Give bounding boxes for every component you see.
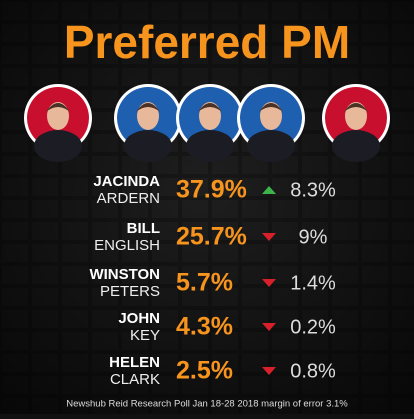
share: 4.3% <box>176 313 233 341</box>
first-name: BILL <box>127 220 160 237</box>
first-name: HELEN <box>109 354 160 371</box>
share: 37.9% <box>176 176 247 204</box>
last-name: ENGLISH <box>94 237 160 254</box>
photo <box>322 84 390 162</box>
share: 5.7% <box>176 269 233 297</box>
first-name: JACINDA <box>93 173 160 190</box>
photo <box>24 84 92 162</box>
last-name: ARDERN <box>97 190 160 207</box>
share: 25.7% <box>176 223 247 251</box>
photo <box>114 84 182 162</box>
photo-body <box>332 130 380 162</box>
change-arrow <box>262 323 276 331</box>
first-name: JOHN <box>118 310 160 327</box>
first-name: WINSTON <box>89 266 160 283</box>
photo-body <box>247 130 295 162</box>
last-name: KEY <box>130 327 160 344</box>
change: 1.4% <box>290 272 336 294</box>
photo <box>237 84 305 162</box>
photo-hair <box>198 103 222 112</box>
photo-hair <box>136 103 160 112</box>
photo-hair <box>259 103 283 112</box>
photo <box>176 84 244 162</box>
photo-body <box>34 130 82 162</box>
change: 0.8% <box>290 360 336 382</box>
last-name: CLARK <box>110 371 160 388</box>
photo-body <box>124 130 172 162</box>
change-arrow <box>262 186 276 194</box>
change-arrow <box>262 279 276 287</box>
photo-hair <box>46 103 70 112</box>
photo-body <box>186 130 234 162</box>
footer: Newshub Reid Research Poll Jan 18-28 201… <box>66 399 348 410</box>
change: 0.2% <box>290 316 336 338</box>
photo-face <box>47 102 69 130</box>
photos <box>24 84 390 162</box>
last-name: PETERS <box>100 283 160 300</box>
photo-hair <box>344 103 368 112</box>
change: 9% <box>299 226 328 248</box>
photo-face <box>199 102 221 130</box>
change-arrow <box>262 367 276 375</box>
title: Preferred PM <box>64 16 350 68</box>
photo-face <box>345 102 367 130</box>
photo-face <box>137 102 159 130</box>
change-arrow <box>262 233 276 241</box>
change: 8.3% <box>290 179 336 201</box>
share: 2.5% <box>176 357 233 385</box>
photo-face <box>260 102 282 130</box>
